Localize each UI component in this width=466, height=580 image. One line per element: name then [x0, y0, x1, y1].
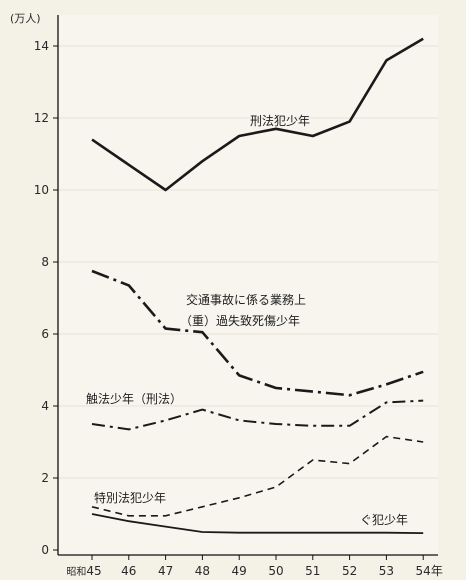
y-tick-label: 6 — [41, 327, 49, 341]
grid — [58, 45, 438, 479]
x-tick-label: 52 — [342, 564, 357, 578]
x-tick-label: 48 — [195, 564, 210, 578]
x-tick-label: 49 — [232, 564, 247, 578]
series-label: ぐ犯少年 — [360, 513, 408, 527]
x-tick-label: 53 — [379, 564, 394, 578]
series-label: 交通事故に係る業務上 — [186, 292, 306, 307]
x-tick-label: 50 — [268, 564, 283, 578]
x-tick-value: 46 — [121, 564, 136, 578]
series-label: （重）過失致死傷少年 — [180, 313, 300, 328]
x-last-suffix: 年 — [431, 564, 443, 578]
y-unit-label: (万人) — [10, 12, 41, 25]
series-label: 特別法犯少年 — [94, 490, 166, 505]
x-tick-label: 47 — [158, 564, 173, 578]
series — [91, 37, 424, 534]
x-tick-label: 46 — [121, 564, 136, 578]
y-tick-label: 14 — [34, 39, 49, 53]
series-pre-delinquent-line — [91, 513, 424, 534]
series-special-law-line — [91, 435, 424, 517]
y-tick-label: 8 — [41, 255, 49, 269]
series-traffic-negligence-line — [91, 269, 424, 397]
series-label: 刑法犯少年 — [250, 114, 310, 128]
x-tick-value: 49 — [232, 564, 247, 578]
series-touch-law-line — [91, 399, 424, 431]
x-tick-value: 50 — [268, 564, 283, 578]
x-tick-value: 54 — [416, 564, 431, 578]
y-tick-label: 0 — [41, 543, 49, 557]
x-tick-value: 47 — [158, 564, 173, 578]
x-first-prefix: 昭和 — [66, 566, 86, 578]
x-tick-value: 48 — [195, 564, 210, 578]
x-tick-value: 51 — [305, 564, 320, 578]
y-tick-label: 10 — [34, 183, 49, 197]
y-tick-label: 12 — [34, 111, 49, 125]
y-ticks: 0 2 4 6 8 10 12 14 — [34, 39, 58, 557]
x-ticks: 昭和45 46 47 48 49 50 51 52 53 54年 — [66, 555, 443, 578]
axes: (万人) — [10, 12, 438, 556]
y-tick-label: 4 — [41, 399, 49, 413]
x-tick-label: 54年 — [416, 564, 443, 578]
x-tick-value: 45 — [86, 564, 101, 578]
y-tick-label: 2 — [41, 471, 49, 485]
series-label: 触法少年（刑法） — [86, 392, 182, 406]
series-juvenile-penal-line — [91, 37, 424, 192]
x-tick-value: 53 — [379, 564, 394, 578]
x-tick-label: 51 — [305, 564, 320, 578]
plot-background — [58, 15, 438, 555]
x-tick-value: 52 — [342, 564, 357, 578]
x-tick-label: 昭和45 — [66, 564, 101, 578]
